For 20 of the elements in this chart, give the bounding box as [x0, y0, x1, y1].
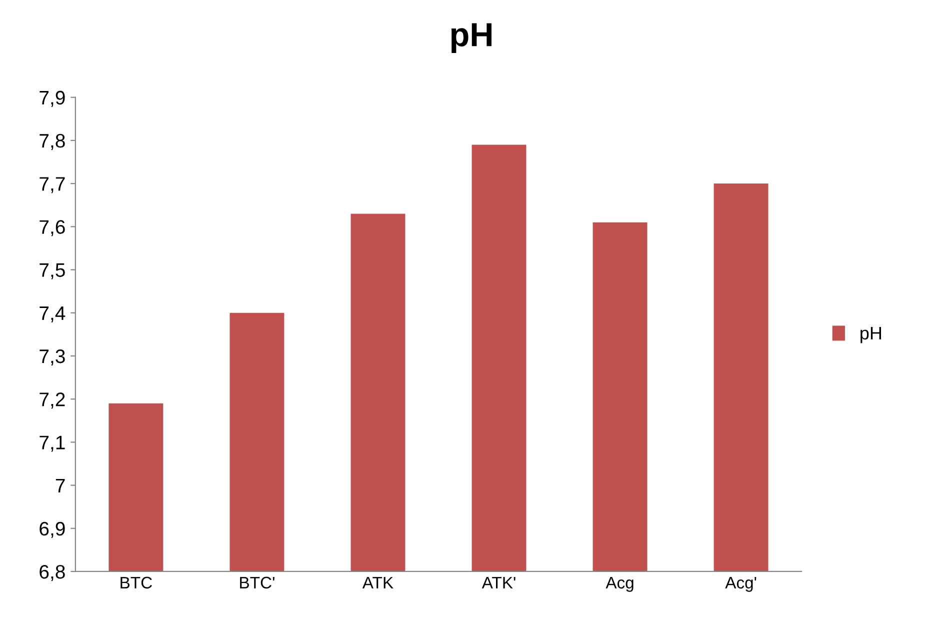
x-tick-label: ATK': [482, 576, 516, 588]
legend-label: pH: [860, 326, 882, 344]
y-tick-label: 6,9: [40, 522, 65, 538]
y-tick-label: 7,2: [40, 392, 65, 409]
y-tick-label: 7: [56, 478, 65, 492]
x-tick-label: BTC': [240, 576, 274, 589]
x-tick-label: ATK: [362, 576, 394, 588]
x-tick-label: Acg': [725, 576, 756, 592]
y-tick-label: 7,8: [40, 134, 65, 150]
y-tick-label: 6,8: [40, 564, 65, 582]
x-tick-label: Acg: [606, 576, 634, 592]
chart-title: pH: [451, 23, 492, 54]
y-tick-label: 7,1: [40, 436, 65, 452]
y-tick-label: 7,6: [40, 220, 65, 236]
y-tick-label: 7,3: [40, 349, 65, 366]
y-tick-label: 7,7: [40, 177, 65, 194]
y-tick-label: 7,4: [40, 306, 66, 322]
y-tick-label: 7,9: [40, 90, 65, 107]
y-tick-label: 7,5: [40, 263, 65, 280]
x-tick-label: BTC: [120, 576, 152, 589]
